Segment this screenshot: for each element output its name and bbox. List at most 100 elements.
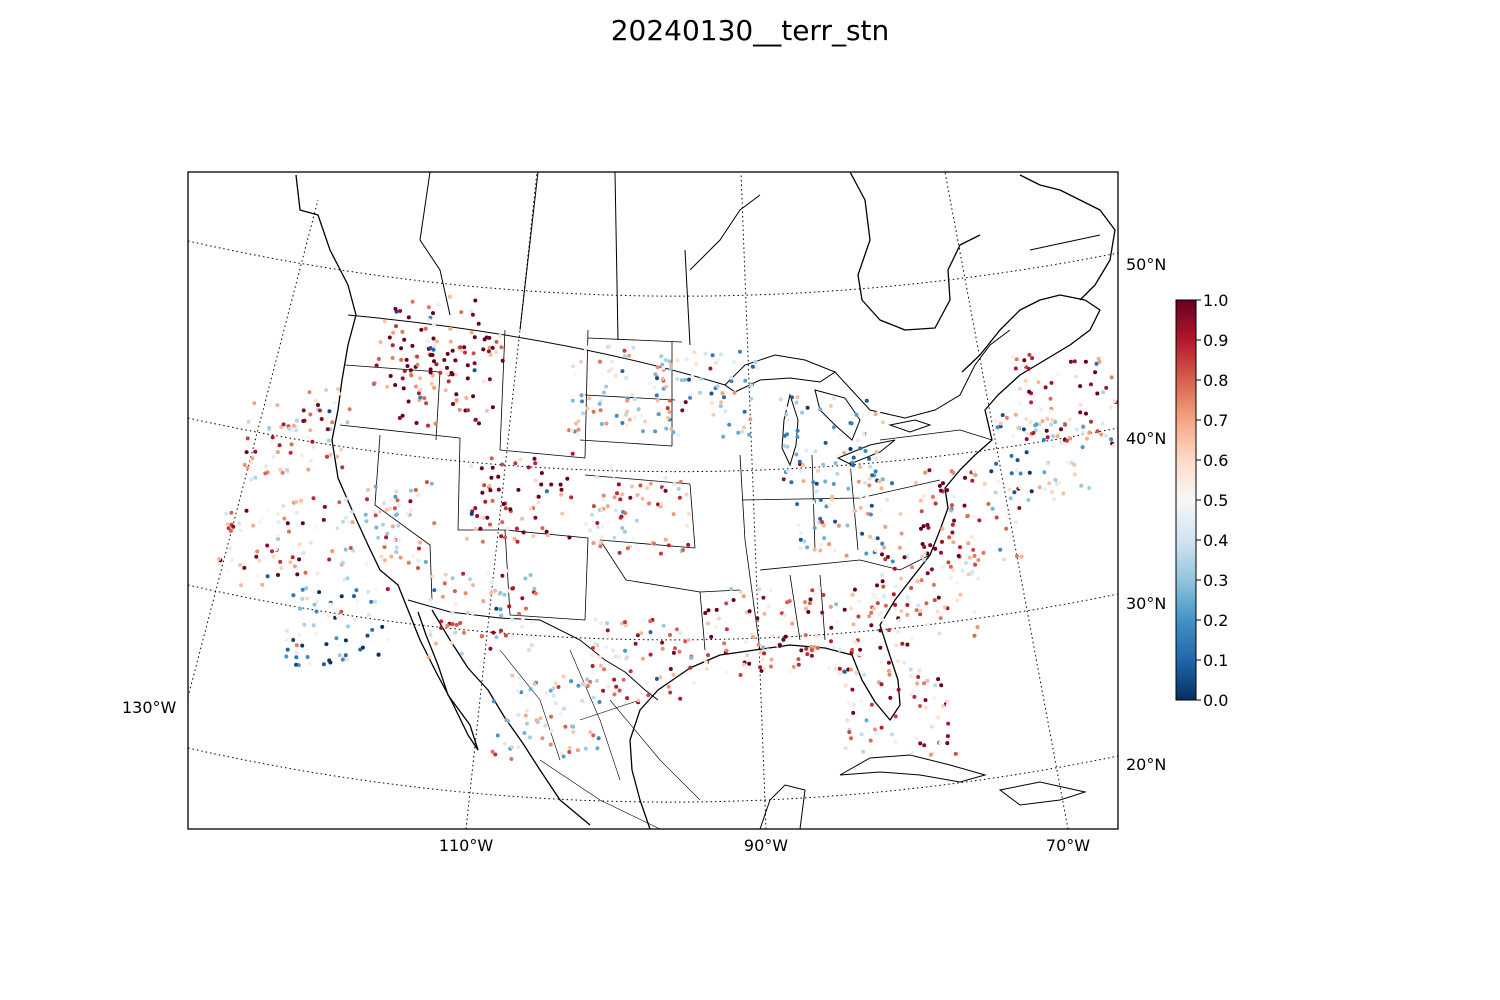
station-point <box>396 523 401 528</box>
station-point <box>448 326 453 331</box>
station-point <box>864 398 869 403</box>
station-point <box>430 574 435 579</box>
station-point <box>685 523 689 528</box>
station-point <box>430 353 435 357</box>
station-point <box>585 684 590 688</box>
station-point <box>322 504 327 509</box>
station-point <box>729 375 734 380</box>
station-point <box>292 564 297 569</box>
station-point <box>835 453 840 458</box>
graticule-meridians <box>188 172 1069 829</box>
station-point <box>886 555 890 559</box>
station-point <box>640 656 645 661</box>
station-point <box>749 396 754 401</box>
station-point <box>275 450 280 455</box>
station-point <box>919 509 924 514</box>
station-point <box>406 315 411 320</box>
station-point <box>351 548 356 553</box>
station-point <box>890 481 894 486</box>
station-point <box>398 555 403 560</box>
station-point <box>669 427 674 432</box>
colorbar-tick-label: 0.6 <box>1203 451 1228 470</box>
station-point <box>502 592 507 597</box>
station-point <box>528 573 533 578</box>
station-point <box>1015 426 1020 431</box>
station-point <box>812 645 817 649</box>
station-point <box>294 650 299 655</box>
station-point <box>1027 470 1032 475</box>
station-point <box>848 421 853 425</box>
station-point <box>638 483 643 488</box>
station-point <box>463 591 468 596</box>
station-point <box>297 632 302 637</box>
station-point <box>905 603 910 607</box>
station-point <box>851 455 856 460</box>
station-point <box>769 664 773 669</box>
station-point <box>993 418 998 423</box>
station-point <box>500 358 505 363</box>
station-point <box>635 493 640 497</box>
station-point <box>803 633 808 638</box>
station-point <box>676 433 681 438</box>
station-point <box>270 549 274 554</box>
station-point <box>477 421 481 426</box>
station-point <box>489 590 494 595</box>
station-point <box>515 539 520 544</box>
lon-label-130w: 130°W <box>122 698 177 717</box>
station-point <box>958 545 962 550</box>
station-point <box>620 369 625 374</box>
station-point <box>762 611 767 616</box>
station-point <box>416 566 420 570</box>
station-point <box>294 500 299 504</box>
station-point <box>598 540 603 545</box>
station-point <box>315 571 320 576</box>
station-point <box>442 581 447 586</box>
station-point <box>588 528 593 533</box>
station-point <box>761 595 766 600</box>
figure-title: 20240130__terr_stn <box>610 14 890 47</box>
station-point <box>818 497 823 502</box>
station-point <box>1007 487 1012 492</box>
station-point <box>849 736 853 741</box>
station-point <box>762 666 767 671</box>
station-point <box>340 465 345 470</box>
station-point <box>385 531 390 536</box>
station-point <box>844 553 849 558</box>
station-point <box>394 489 399 494</box>
station-point <box>795 428 800 433</box>
station-point <box>426 339 431 344</box>
station-point <box>800 410 805 415</box>
station-point <box>686 542 691 547</box>
station-point <box>591 733 596 738</box>
station-point <box>927 468 932 473</box>
station-point <box>753 359 758 364</box>
station-point <box>385 587 390 592</box>
station-point <box>591 695 596 700</box>
station-point <box>921 557 926 562</box>
station-point <box>744 640 748 645</box>
station-point <box>919 526 923 531</box>
station-point <box>656 412 661 417</box>
station-point <box>488 352 493 357</box>
station-point <box>1100 421 1105 426</box>
station-point <box>432 359 436 364</box>
station-point <box>516 487 521 492</box>
station-point <box>1014 554 1019 558</box>
station-point <box>923 470 928 475</box>
station-point <box>561 754 566 759</box>
station-point <box>737 349 742 354</box>
station-point <box>625 398 630 403</box>
station-point <box>423 560 428 564</box>
station-point <box>598 408 603 413</box>
station-point <box>354 588 359 593</box>
station-point <box>1089 419 1093 424</box>
station-point <box>1018 386 1022 391</box>
station-point <box>665 406 670 411</box>
station-point <box>308 428 313 433</box>
station-point <box>830 497 835 502</box>
station-point <box>226 526 231 531</box>
pacific-coast <box>295 174 479 751</box>
station-point <box>454 392 459 397</box>
station-point <box>710 353 715 358</box>
station-point <box>575 748 580 753</box>
